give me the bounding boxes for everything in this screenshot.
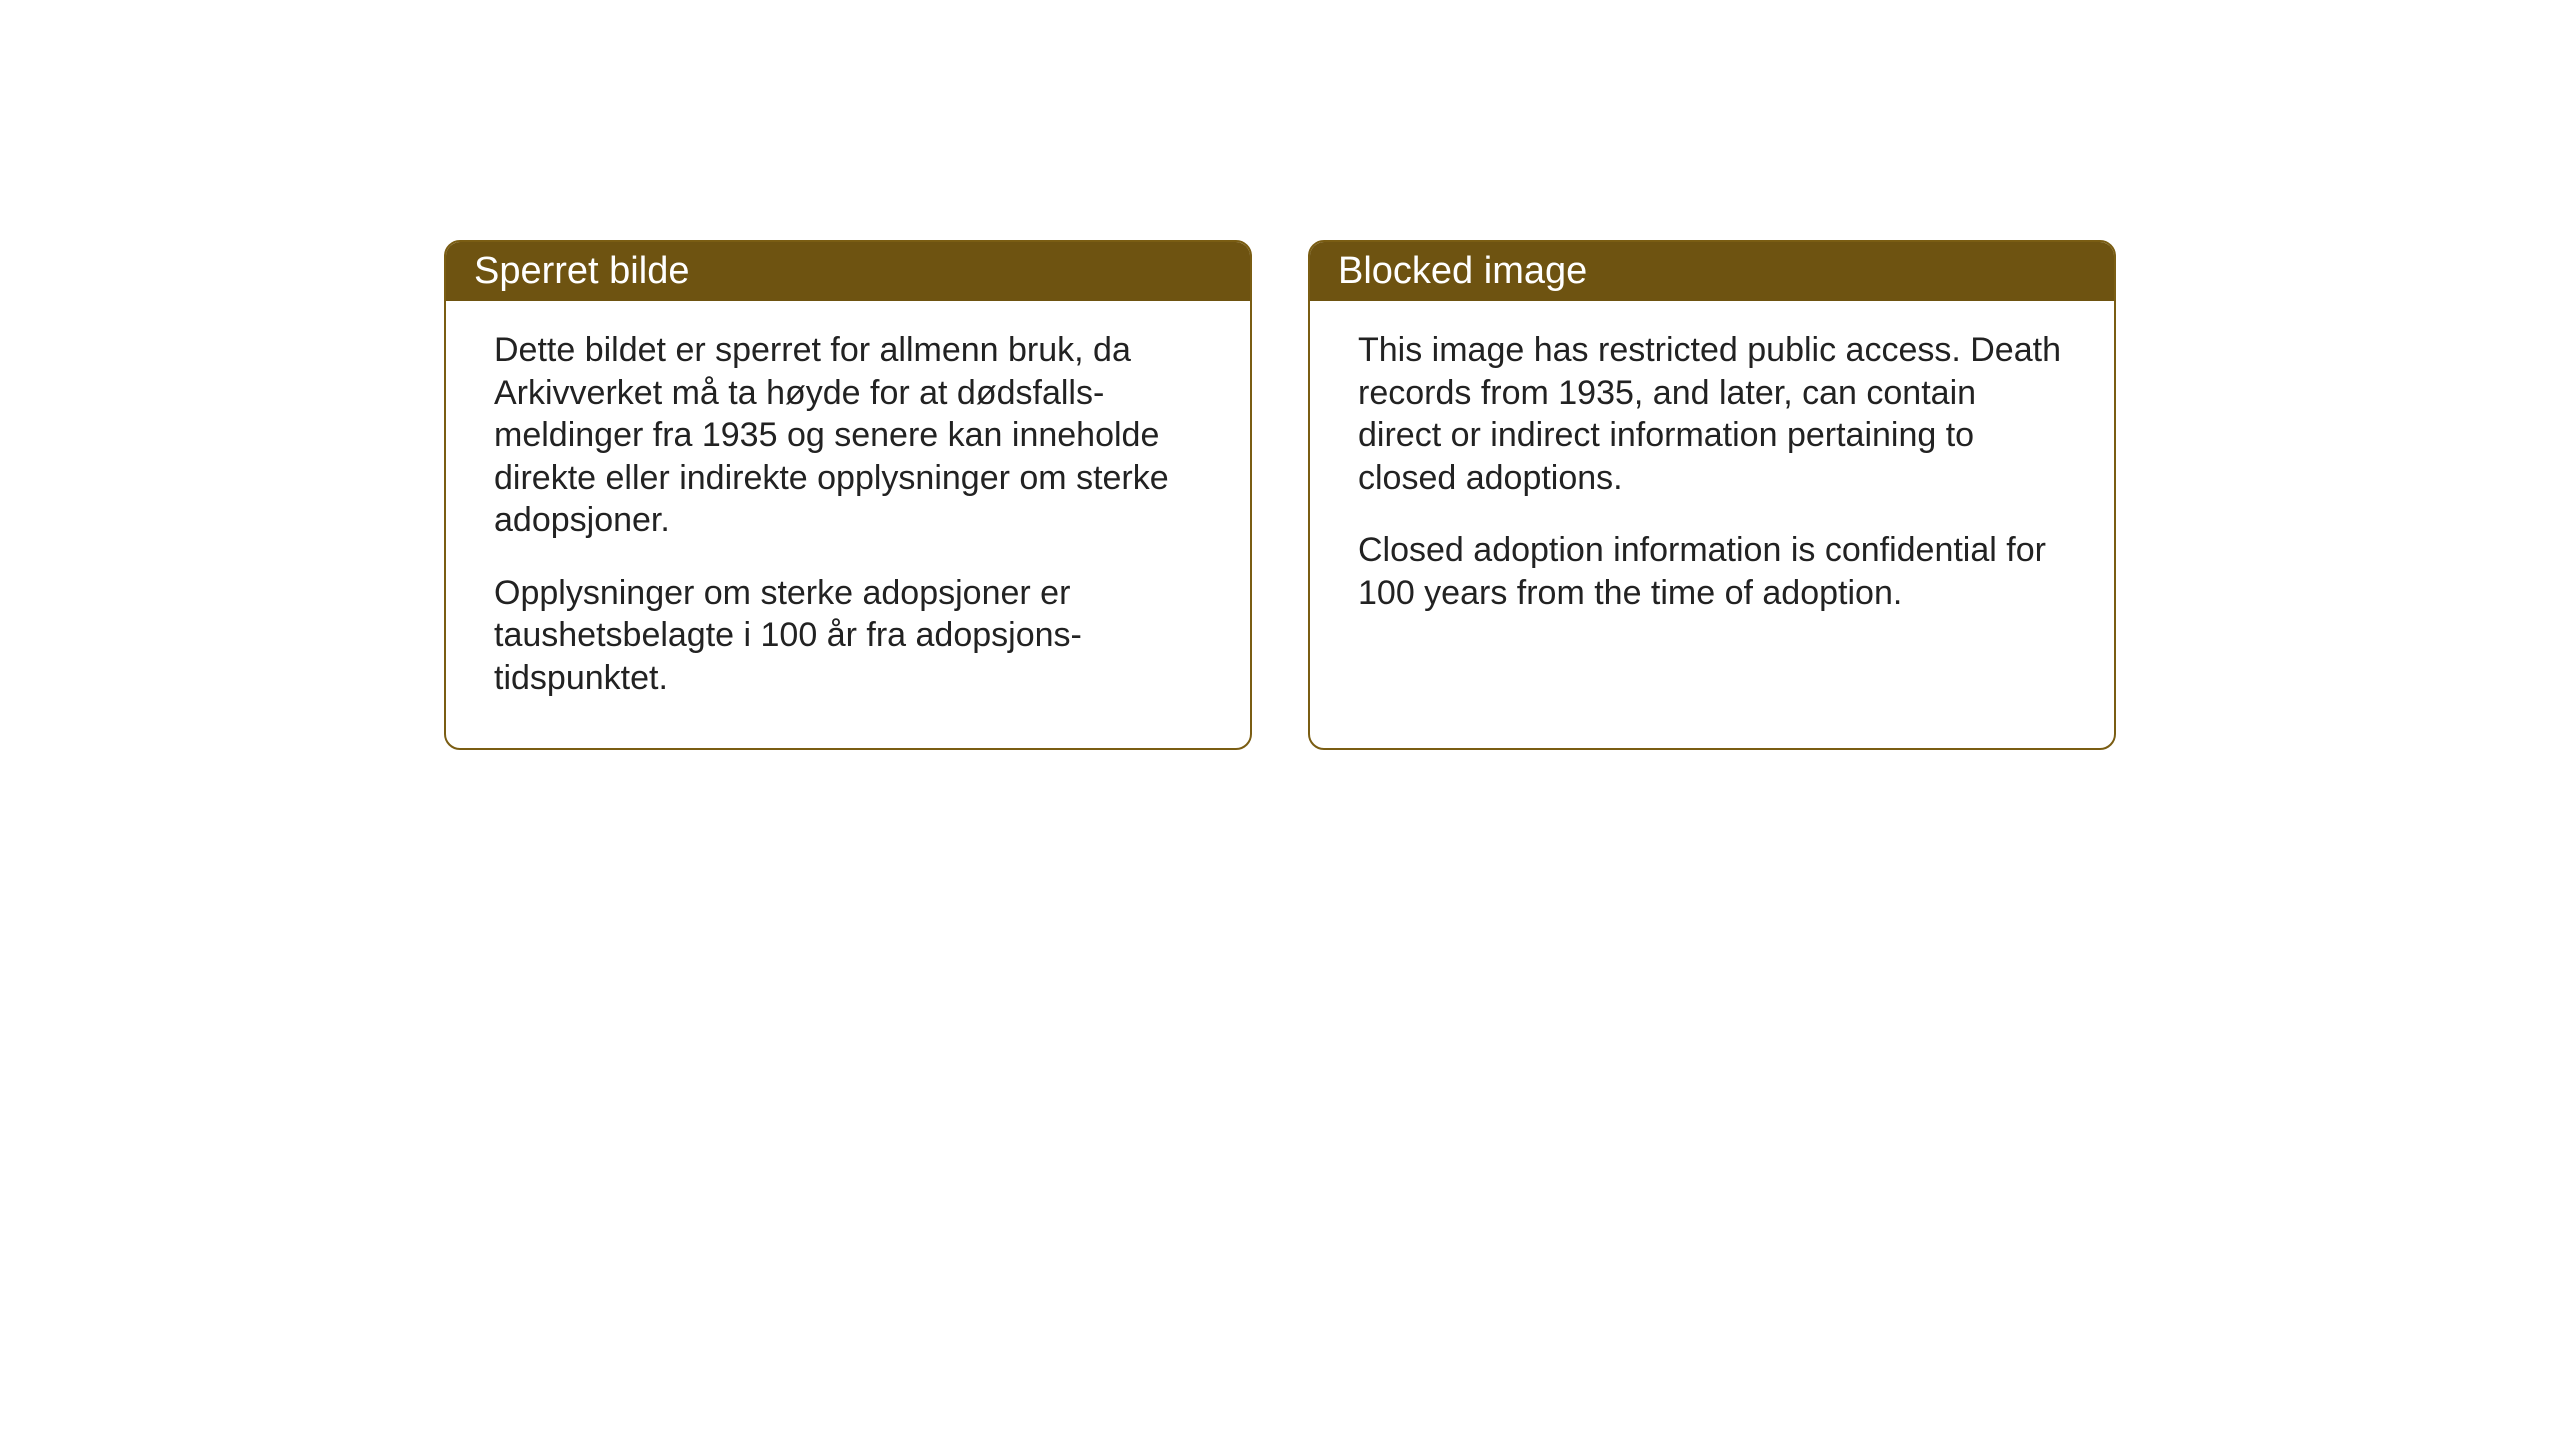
notice-header-english: Blocked image (1310, 242, 2114, 301)
notice-body-norwegian: Dette bildet er sperret for allmenn bruk… (446, 301, 1250, 739)
notice-header-norwegian: Sperret bilde (446, 242, 1250, 301)
notice-para1-norwegian: Dette bildet er sperret for allmenn bruk… (494, 329, 1202, 542)
notice-para2-english: Closed adoption information is confident… (1358, 529, 2066, 614)
notice-title-english: Blocked image (1338, 250, 1587, 292)
notice-container: Sperret bilde Dette bildet er sperret fo… (0, 0, 2560, 750)
notice-para1-english: This image has restricted public access.… (1358, 329, 2066, 499)
notice-box-norwegian: Sperret bilde Dette bildet er sperret fo… (444, 240, 1252, 750)
notice-title-norwegian: Sperret bilde (474, 250, 689, 292)
notice-body-english: This image has restricted public access.… (1310, 301, 2114, 654)
notice-box-english: Blocked image This image has restricted … (1308, 240, 2116, 750)
notice-para2-norwegian: Opplysninger om sterke adopsjoner er tau… (494, 572, 1202, 700)
